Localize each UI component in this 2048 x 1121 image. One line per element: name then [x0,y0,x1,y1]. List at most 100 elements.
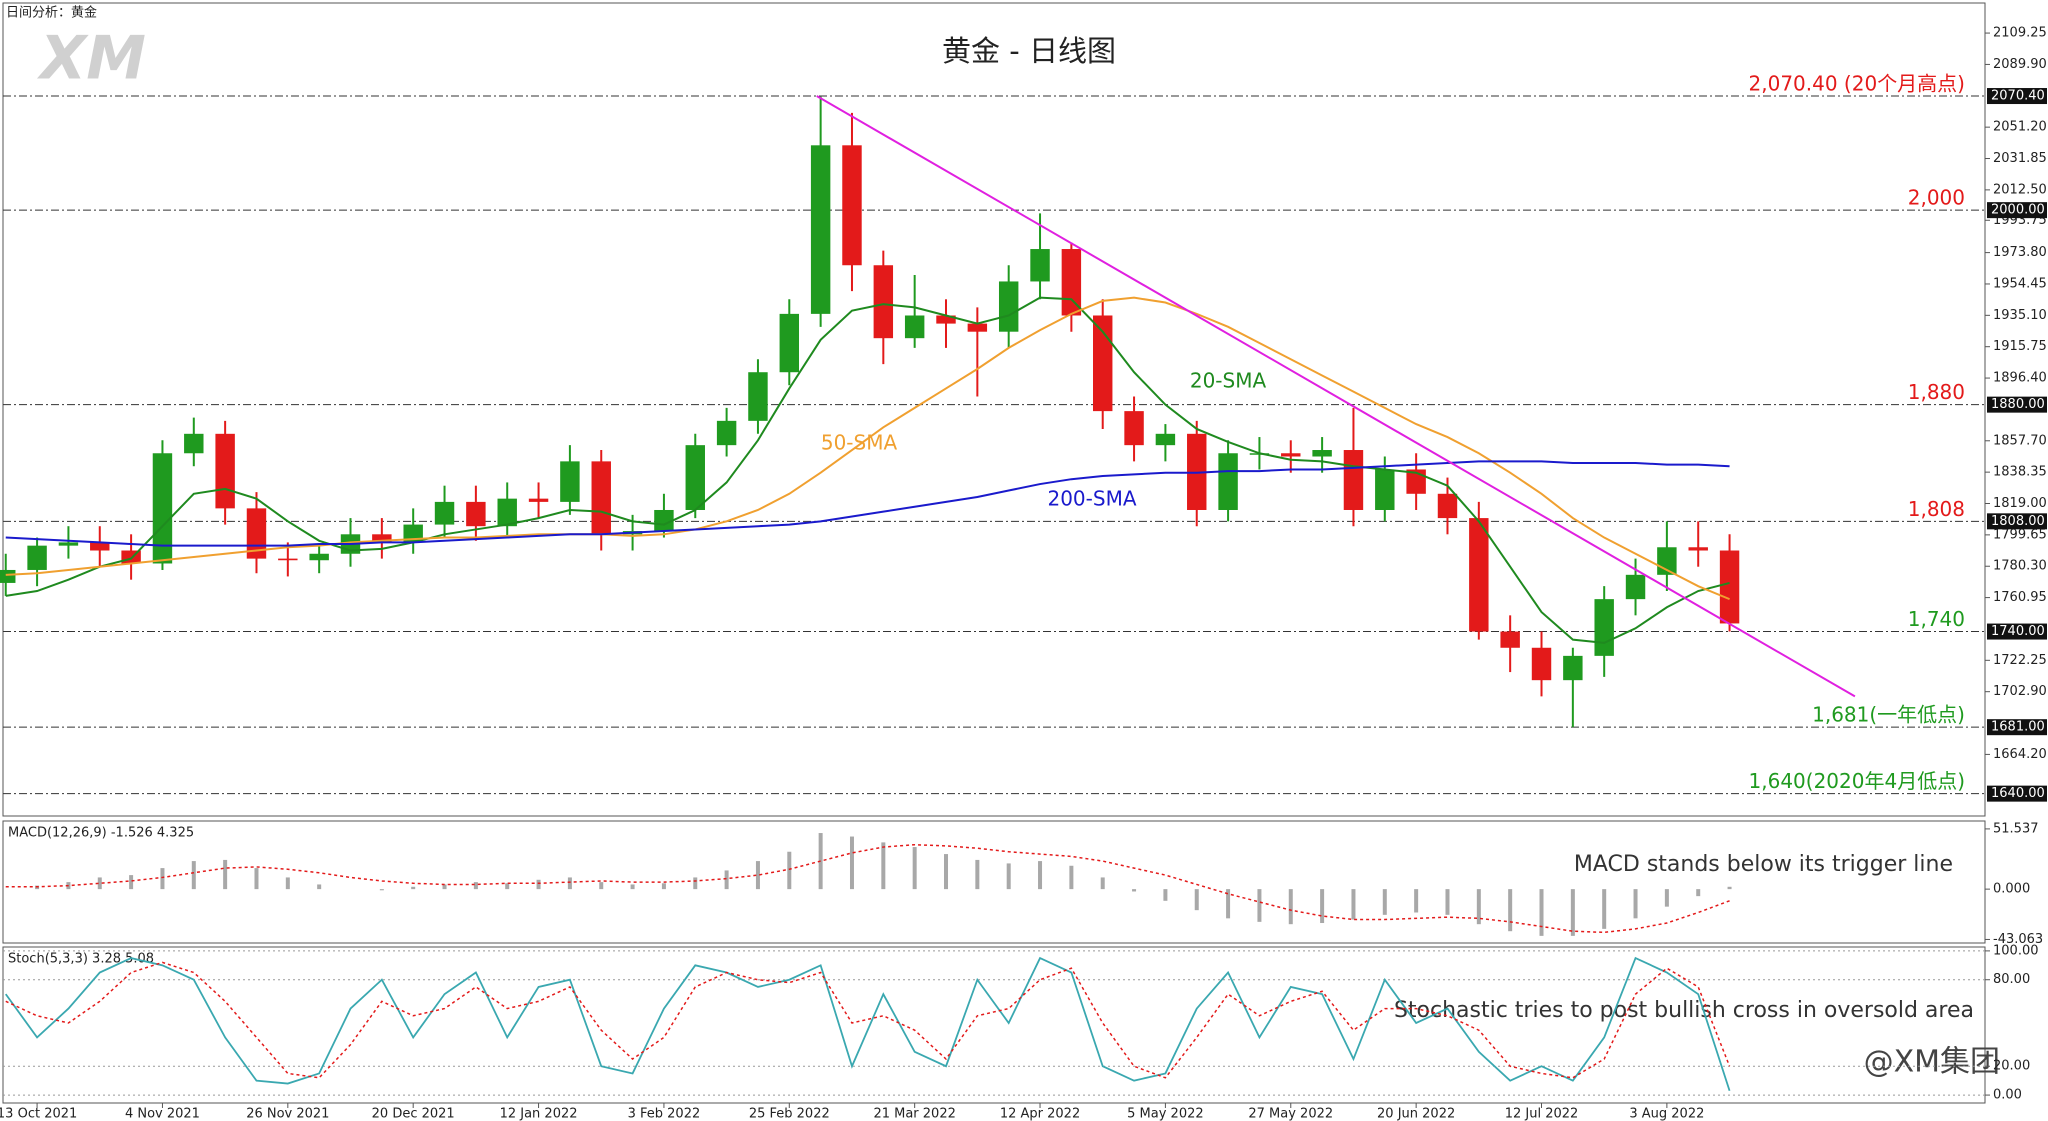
macd-bar [567,877,572,890]
candle-body [528,498,549,502]
candle-body [0,569,16,583]
candle-body [1312,450,1332,457]
y-tick-label: 1799.65 [1993,527,2047,542]
macd-bar [285,877,290,890]
macd-bar [1476,889,1481,925]
candle-body [497,498,517,527]
macd-bar [1633,889,1638,919]
y-tick-label: 100.00 [1993,943,2039,958]
candle-body [1281,453,1301,457]
candle-body [184,433,204,454]
x-tick-label: 25 Feb 2022 [749,1107,830,1121]
macd-bar [411,886,416,890]
sma-label: 50-SMA [821,431,898,455]
y-tick-label: 2109.25 [1993,26,2047,41]
y-tick-label: 0.00 [1993,1088,2022,1103]
level-label: 2,000 [1908,186,1965,210]
stoch-d [5,961,1731,1079]
level-label: 1,640(2020年4月低点) [1749,769,1965,793]
y-tick-label: 1760.95 [1993,590,2047,605]
candle-body [466,501,486,527]
candle-body [1563,655,1583,681]
macd-bar [1508,889,1513,932]
macd-bar [787,851,792,890]
y-tick-label: 2089.90 [1993,57,2047,72]
macd-bar [254,868,259,890]
macd-bar [1100,877,1105,890]
level-axis-label: 1880.00 [1991,397,2045,412]
y-tick-label: 1702.90 [1993,684,2047,699]
macd-bar [1257,889,1262,922]
macd-bar [1539,889,1544,936]
macd-title: MACD(12,26,9) -1.526 4.325 [8,826,194,841]
sma-line [5,296,1730,601]
y-tick-label: 0.000 [1993,882,2030,897]
level-label: 1,880 [1908,380,1965,404]
candle-body [434,501,455,525]
x-tick-label: 13 Oct 2021 [0,1107,77,1121]
y-tick-label: 2051.20 [1993,120,2047,135]
logo: XM [36,24,146,94]
header-text: 日间分析：黄金 [6,5,97,21]
level-axis-label: 1740.00 [1991,624,2045,639]
level-axis-label: 1640.00 [1991,786,2045,801]
macd-bar [1602,889,1607,929]
candle-body [936,315,956,324]
candle-body [1124,411,1144,446]
level-axis-box [1987,719,2047,736]
macd-bar [1132,889,1137,892]
macd-bar [1226,889,1231,919]
sma-line [5,460,1730,547]
sma-label: 200-SMA [1047,487,1136,511]
candle-body [716,420,737,446]
macd-bar [693,877,698,890]
macd-bar [1445,889,1450,915]
level-label: 1,808 [1908,497,1965,521]
macd-bar [97,877,102,890]
y-tick-label: 1973.80 [1993,245,2047,260]
candle-body [904,315,925,339]
macd-bar [975,859,980,890]
sma-line [5,296,1730,644]
x-tick-label: 20 Dec 2021 [372,1107,455,1121]
price-panel [2,2,1986,817]
level-axis-box [1987,396,2047,413]
candle-body [1531,647,1552,681]
candle-body [215,433,235,509]
candle-body [842,145,862,266]
macd-bar [1382,889,1387,915]
y-tick-label: 1896.40 [1993,371,2047,386]
level-label: 1,740 [1908,607,1965,631]
candle-body [560,461,580,502]
candle-body [1719,550,1740,624]
candle-body [152,453,173,564]
macd-bar [191,861,196,890]
macd-bar [1194,889,1199,911]
candle-body [1437,493,1458,519]
level-label: 2,070.40 (20个月高点) [1749,72,1965,96]
level-label: 1,681(一年低点) [1812,703,1965,727]
candle-body [90,542,110,551]
y-tick-label: 1935.10 [1993,308,2047,323]
level-axis-label: 1808.00 [1991,514,2045,529]
stoch-k [5,956,1731,1092]
macd-bar [849,836,854,890]
candle-body [58,542,79,546]
macd-bar [1414,889,1419,913]
candle-body [27,545,47,570]
chart-title: 黄金 - 日线图 [942,34,1116,68]
candle-body [278,558,298,561]
macd-bar [661,883,666,890]
level-axis-box [1987,785,2047,802]
x-tick-label: 27 May 2022 [1248,1107,1333,1121]
macd-bar [881,842,886,890]
level-axis-label: 2070.40 [1991,89,2045,104]
level-axis-label: 2000.00 [1991,203,2045,218]
x-tick-label: 20 Jun 2022 [1377,1107,1455,1121]
candle-body [1093,315,1113,412]
x-tick-label: 21 Mar 2022 [873,1107,955,1121]
level-axis-label: 1681.00 [1991,720,2045,735]
y-tick-label: 1722.25 [1993,653,2047,668]
macd-panel [2,820,1986,944]
